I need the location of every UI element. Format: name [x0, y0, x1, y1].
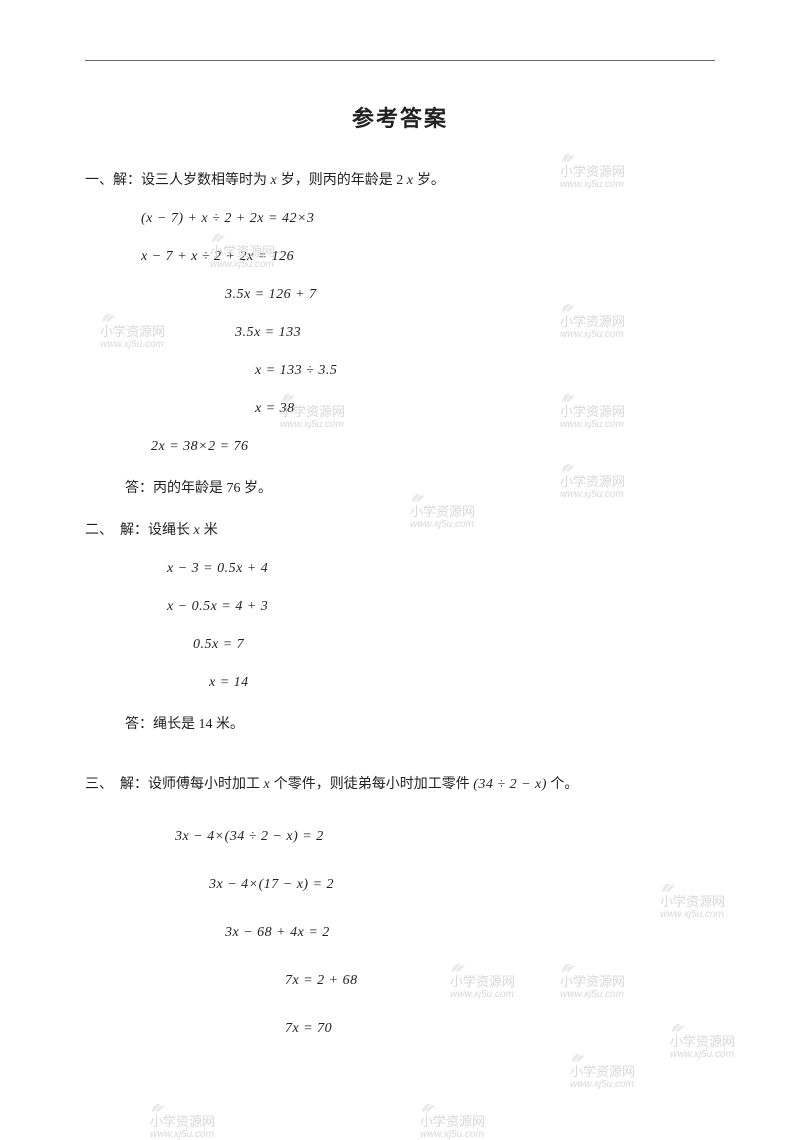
p3-intro-c: 个。 [547, 777, 579, 792]
p3-eq1: 3x − 4×(34 ÷ 2 − x) = 2 [85, 829, 715, 845]
p3-expr: (34 ÷ 2 − x) [473, 777, 547, 792]
p1-eq1: (x − 7) + x ÷ 2 + 2x = 42×3 [85, 211, 715, 227]
p2-answer: 答：绳长是 14 米。 [85, 713, 715, 733]
p1-eq2: x − 7 + x ÷ 2 + 2x = 126 [85, 249, 715, 265]
spacer [85, 867, 715, 877]
p3-eq3: 3x − 68 + 4x = 2 [85, 925, 715, 941]
watermark-item: 小学资源网www.xj5u.com [420, 1100, 485, 1140]
p3-intro-b: 个零件，则徒弟每小时加工零件 [270, 777, 473, 792]
page-title: 参考答案 [85, 101, 715, 133]
top-rule [85, 60, 715, 61]
p1-eq3: 3.5x = 126 + 7 [85, 287, 715, 303]
p1-eq4: 3.5x = 133 [85, 325, 715, 341]
p2-eq1: x − 3 = 0.5x + 4 [85, 561, 715, 577]
spacer [85, 1011, 715, 1021]
p1-intro-b: 岁，则丙的年龄是 2 [277, 173, 407, 188]
page-content: 参考答案 一、解：设三人岁数相等时为 x 岁，则丙的年龄是 2 x 岁。 (x … [85, 60, 715, 1059]
p2-eq2: x − 0.5x = 4 + 3 [85, 599, 715, 615]
p1-eq6: x = 38 [85, 401, 715, 417]
p2-intro: 二、 解：设绳长 x 米 [85, 519, 715, 539]
watermark-item: 小学资源网www.xj5u.com [150, 1100, 215, 1140]
p2-eq3: 0.5x = 7 [85, 637, 715, 653]
p3-marker: 三、 [85, 777, 106, 792]
p3-intro: 三、 解：设师傅每小时加工 x 个零件，则徒弟每小时加工零件 (34 ÷ 2 −… [85, 773, 715, 793]
p1-eq7: 2x = 38×2 = 76 [85, 439, 715, 455]
p1-marker: 一、 [85, 173, 113, 188]
p3-intro-a: 解：设师傅每小时加工 [120, 777, 264, 792]
p1-eq5: x = 133 ÷ 3.5 [85, 363, 715, 379]
p2-marker: 二、 [85, 523, 106, 538]
p3-eq2: 3x − 4×(17 − x) = 2 [85, 877, 715, 893]
p3-eq4: 7x = 2 + 68 [85, 973, 715, 989]
spacer [85, 963, 715, 973]
p1-intro: 一、解：设三人岁数相等时为 x 岁，则丙的年龄是 2 x 岁。 [85, 169, 715, 189]
p2-intro-a: 解：设绳长 [120, 523, 194, 538]
spacer [85, 815, 715, 829]
p2-intro-b: 米 [200, 523, 218, 538]
spacer [85, 915, 715, 925]
spacer [85, 755, 715, 773]
p1-answer: 答：丙的年龄是 76 岁。 [85, 477, 715, 497]
p2-eq4: x = 14 [85, 675, 715, 691]
p3-eq5: 7x = 70 [85, 1021, 715, 1037]
p1-intro-a: 解：设三人岁数相等时为 [113, 173, 271, 188]
p1-intro-c: 岁。 [413, 173, 445, 188]
